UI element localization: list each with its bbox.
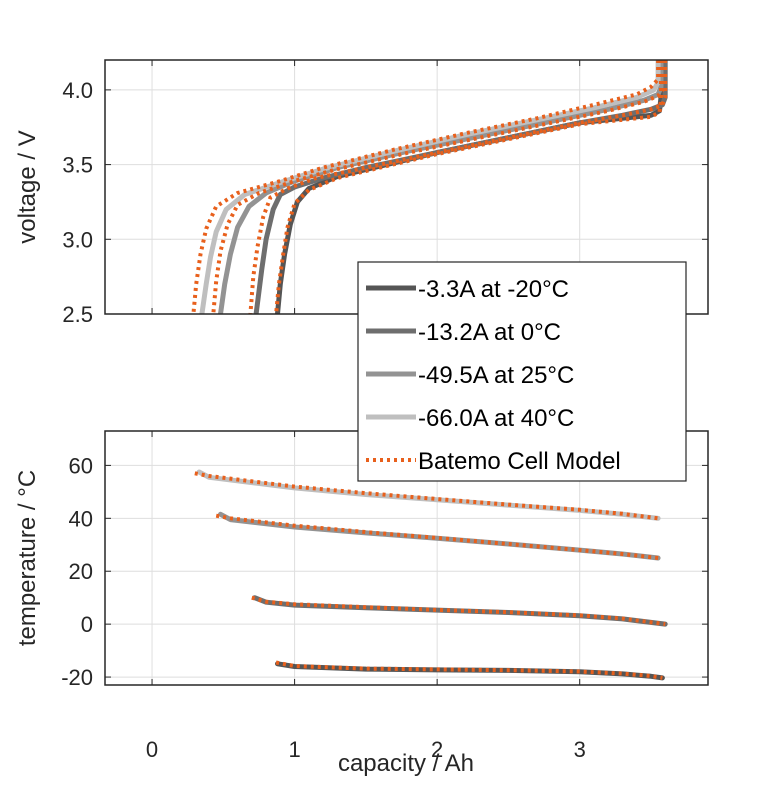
y-tick-label: 3.5	[62, 153, 93, 178]
model-line	[194, 471, 659, 521]
legend-label: -49.5A at 25°C	[418, 362, 574, 389]
series-line	[275, 661, 665, 681]
y-tick-label: 20	[69, 559, 93, 584]
temperature-axes: 0 1 2 3 -20 0 20 40 60	[61, 430, 709, 762]
series-line	[252, 595, 668, 627]
y-tick-label: -20	[61, 665, 93, 690]
y-tick-label: 4.0	[62, 78, 93, 103]
y-tick-label: 2.5	[62, 302, 93, 327]
model-line	[275, 660, 663, 680]
plot-area	[194, 469, 668, 681]
x-tick-label: 3	[574, 737, 586, 762]
y-tick-label: 0	[81, 612, 93, 637]
x-axis-label: capacity / Ah	[338, 750, 474, 777]
model-line	[211, 60, 665, 314]
model-line	[215, 513, 659, 560]
legend: -3.3A at -20°C -13.2A at 0°C -49.5A at 25°…	[357, 261, 687, 482]
model-line	[251, 595, 666, 627]
x-tick-label: 0	[146, 737, 158, 762]
x-tick-label: 1	[288, 737, 300, 762]
temperature-y-axis-label: temperature / °C	[14, 470, 41, 646]
model-line	[274, 60, 663, 314]
model-line	[248, 60, 668, 314]
legend-label: -13.2A at 0°C	[418, 319, 561, 346]
model-line	[191, 60, 661, 314]
legend-label: -3.3A at -20°C	[418, 276, 569, 303]
legend-label: Batemo Cell Model	[418, 448, 621, 475]
y-tick-label: 60	[69, 453, 93, 478]
voltage-y-axis-label: voltage / V	[14, 130, 41, 243]
plot-area	[191, 60, 668, 314]
y-tick-label: 40	[69, 506, 93, 531]
y-tick-label: 3.0	[62, 227, 93, 252]
legend-label: -66.0A at 40°C	[418, 405, 574, 432]
x-tick-label: 2	[431, 737, 443, 762]
